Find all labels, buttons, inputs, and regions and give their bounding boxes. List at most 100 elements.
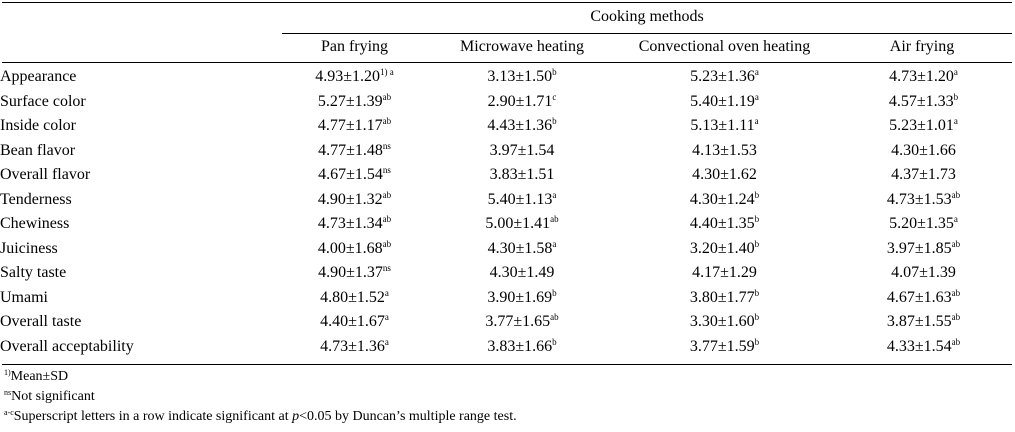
row-label: Salty taste <box>0 264 67 282</box>
footnote-text-end: <0.05 by Duncan’s multiple range test. <box>299 409 517 424</box>
cell-value: 5.20±1.35 <box>889 215 954 233</box>
cell-value: 5.00±1.41 <box>485 215 551 233</box>
significance-superscript: ab <box>382 189 392 200</box>
significance-superscript: a <box>953 214 958 225</box>
cell-value: 3.83±1.51 <box>489 166 555 184</box>
table-cell: 5.40±1.19a <box>617 90 832 115</box>
cell-value: 4.07±1.39 <box>891 264 956 282</box>
table-cell: 5.00±1.41ab <box>427 212 617 237</box>
p-value-symbol: p <box>292 409 300 424</box>
cell-value: 4.90±1.32 <box>317 190 383 208</box>
table-row: Tenderness 4.90±1.32ab 5.40±1.13a 4.30±1.24… <box>0 188 1015 213</box>
cell-value: 3.90±1.69 <box>487 288 553 306</box>
table-cell: 3.80±1.77b <box>617 286 832 311</box>
bottom-rule <box>2 364 1012 365</box>
significance-superscript: b <box>552 116 557 127</box>
significance-superscript: a <box>754 67 759 78</box>
table-cell: 4.73±1.20a <box>832 65 1015 90</box>
significance-superscript: a <box>384 336 389 347</box>
table-cell: 2.90±1.71c <box>427 90 617 115</box>
cell-value: 4.40±1.35 <box>689 215 755 233</box>
cell-value: 4.43±1.36 <box>487 117 553 135</box>
row-label: Overall taste <box>0 313 82 331</box>
column-header-air-frying: Air frying <box>889 38 955 55</box>
table-cell: 5.23±1.36a <box>617 65 832 90</box>
footnote-mean-sd: 1)Mean±SD <box>4 367 517 387</box>
cell-value: 3.77±1.59 <box>689 337 755 355</box>
cell-value: 3.20±1.40 <box>689 239 755 257</box>
header-rule <box>2 62 1012 63</box>
significance-superscript: ns <box>382 140 391 151</box>
cell-value: 3.77±1.65 <box>485 313 551 331</box>
cell-value: 4.37±1.73 <box>891 166 956 184</box>
cell-value: 4.67±1.63 <box>886 288 952 306</box>
table-cell: 3.77±1.59b <box>617 335 832 360</box>
cell-value: 5.40±1.13 <box>487 190 553 208</box>
significance-superscript: ab <box>382 91 392 102</box>
significance-superscript: b <box>754 312 760 323</box>
cell-value: 5.40±1.19 <box>690 92 755 110</box>
significance-superscript: a <box>384 287 389 298</box>
significance-superscript: a <box>552 238 557 249</box>
table-row: Juiciness 4.00±1.68ab 4.30±1.58a 3.20±1.40b… <box>0 237 1015 262</box>
column-header-pan-frying: Pan frying <box>320 38 389 55</box>
table-row: Umami 4.80±1.52a 3.90±1.69b 3.80±1.77b 4.67±… <box>0 286 1015 311</box>
significance-superscript: b <box>754 336 760 347</box>
table-cell: 4.40±1.35b <box>617 212 832 237</box>
row-label: Tenderness <box>0 190 72 208</box>
table-cell: 4.73±1.36a <box>282 335 427 360</box>
significance-superscript: ab <box>550 312 559 323</box>
significance-superscript: b <box>552 67 557 78</box>
table-cell: 4.43±1.36b <box>427 114 617 139</box>
cell-value: 3.30±1.60 <box>689 313 755 331</box>
footnote-mark: 1) <box>4 368 11 377</box>
significance-superscript: c <box>552 91 557 102</box>
significance-superscript: ab <box>951 238 961 249</box>
significance-superscript: b <box>754 214 760 225</box>
table-cell: 4.40±1.67a <box>282 310 427 335</box>
data-table: Appearance 4.93±1.201) a 3.13±1.50b 5.23±1.… <box>0 65 1015 359</box>
footnote-mark: a-c <box>4 408 14 417</box>
table-cell: 5.20±1.35a <box>832 212 1015 237</box>
table-cell: 4.73±1.53ab <box>832 188 1015 213</box>
row-label: Inside color <box>0 117 76 135</box>
significance-superscript: a <box>953 67 958 78</box>
table-cell: 4.90±1.37ns <box>282 261 427 286</box>
table-cell: 3.97±1.54 <box>427 139 617 164</box>
significance-superscript: ab <box>951 336 961 347</box>
cell-value: 4.77±1.17 <box>317 117 383 135</box>
cell-value: 4.30±1.58 <box>487 239 553 257</box>
table-cell: 4.77±1.17ab <box>282 114 427 139</box>
cell-value: 4.33±1.54 <box>886 337 952 355</box>
significance-superscript: a <box>552 189 557 200</box>
table-cell: 4.30±1.24b <box>617 188 832 213</box>
table-cell: 4.00±1.68ab <box>282 237 427 262</box>
cell-value: 5.23±1.01 <box>889 117 954 135</box>
table-cell: 3.20±1.40b <box>617 237 832 262</box>
table-cell: 4.67±1.63ab <box>832 286 1015 311</box>
cell-value: 4.30±1.62 <box>692 166 757 184</box>
significance-superscript: a <box>953 116 958 127</box>
table-row: Chewiness 4.73±1.34ab 5.00±1.41ab 4.40±1.35… <box>0 212 1015 237</box>
cell-value: 4.30±1.24 <box>689 190 755 208</box>
significance-superscript: ab <box>951 287 961 298</box>
top-rule <box>2 2 1012 3</box>
cell-value: 4.73±1.53 <box>886 190 952 208</box>
row-label: Chewiness <box>0 215 70 233</box>
table-cell: 4.77±1.48ns <box>282 139 427 164</box>
table-cell: 5.40±1.13a <box>427 188 617 213</box>
table-cell: 4.73±1.34ab <box>282 212 427 237</box>
cell-value: 3.13±1.50 <box>487 68 553 86</box>
cell-value: 4.73±1.36 <box>320 337 385 355</box>
table-cell: 3.83±1.66b <box>427 335 617 360</box>
footnote-text: Not significant <box>11 389 95 404</box>
table-cell: 4.33±1.54ab <box>832 335 1015 360</box>
row-label: Overall flavor <box>0 166 91 184</box>
table-cell: 3.77±1.65ab <box>427 310 617 335</box>
row-label: Juiciness <box>0 239 58 257</box>
table-cell: 4.80±1.52a <box>282 286 427 311</box>
cell-value: 5.23±1.36 <box>690 68 755 86</box>
row-label: Surface color <box>0 92 86 110</box>
table-cell: 4.37±1.73 <box>832 163 1015 188</box>
